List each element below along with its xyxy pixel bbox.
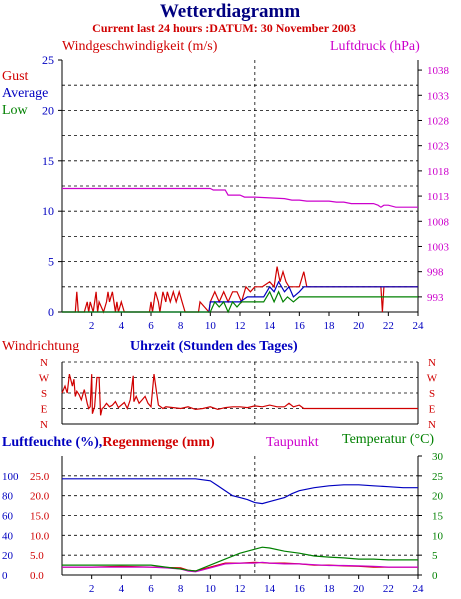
series-gust — [62, 266, 418, 314]
temperature-title: Temperatur (°C) — [342, 432, 434, 447]
wind-y-tick-label: 15 — [42, 154, 54, 168]
temperature-y-tick-label: 30 — [432, 451, 444, 463]
series-luftdruck — [62, 187, 418, 208]
pressure-y-tick-label: 1013 — [427, 191, 450, 203]
direction-tick-left: N — [40, 357, 48, 369]
humidity-x-tick-label: 8 — [178, 583, 184, 595]
temperature-y-tick-label: 20 — [432, 491, 444, 503]
wind-x-tick-label: 6 — [148, 320, 154, 332]
humidity-y-tick-label: 40 — [2, 530, 14, 542]
direction-tick-left: W — [39, 373, 50, 385]
legend-average: Average — [2, 86, 48, 101]
humidity-x-tick-label: 14 — [264, 583, 276, 595]
humidity-y-tick-label: 0 — [2, 570, 8, 582]
wind-x-tick-label: 12 — [235, 320, 246, 332]
wind-direction-title: Windrichtung — [2, 339, 79, 354]
humidity-y-tick-label: 100 — [2, 471, 19, 483]
wind-y-tick-label: 0 — [48, 305, 54, 319]
pressure-y-tick-label: 1023 — [427, 141, 450, 153]
wind-y-tick-label: 10 — [42, 204, 54, 218]
wind-x-tick-label: 14 — [264, 320, 276, 332]
legend-low: Low — [2, 103, 29, 118]
series-windrichtung — [61, 373, 418, 416]
page-subtitle: Current last 24 hours :DATUM: 30 Novembe… — [92, 21, 356, 35]
temperature-y-tick-label: 5 — [432, 550, 438, 562]
legend-gust: Gust — [2, 69, 29, 84]
page-title: Wetterdiagramm — [160, 1, 301, 22]
series-temperatur — [62, 546, 418, 572]
wind-x-tick-label: 24 — [413, 320, 425, 332]
wind-y-tick-label: 25 — [42, 53, 54, 67]
direction-tick-right: E — [429, 404, 436, 416]
direction-tick-right: N — [428, 357, 436, 369]
temperature-y-tick-label: 10 — [432, 530, 444, 542]
dewpoint-title: Taupunkt — [266, 435, 319, 450]
temperature-y-tick-label: 25 — [432, 471, 444, 483]
series-average — [62, 280, 418, 313]
wind-x-tick-label: 2 — [89, 320, 95, 332]
humidity-x-tick-label: 20 — [353, 583, 365, 595]
pressure-title: Luftdruck (hPa) — [330, 39, 420, 54]
pressure-y-tick-label: 993 — [427, 292, 444, 304]
rain-y-tick-label: 15.0 — [30, 511, 50, 523]
wind-x-tick-label: 4 — [119, 320, 125, 332]
rain-y-tick-label: 10.0 — [30, 530, 50, 542]
series-luftfeuchte — [62, 478, 418, 505]
wind-pressure-panel: 0510152025993998100310081013101810231028… — [42, 53, 450, 332]
rain-y-tick-label: 5.0 — [30, 550, 44, 562]
humidity-x-tick-label: 10 — [205, 583, 217, 595]
direction-tick-left: E — [41, 404, 48, 416]
humidity-x-tick-label: 22 — [383, 583, 394, 595]
wind-x-tick-label: 18 — [324, 320, 336, 332]
series-low — [62, 290, 418, 314]
humidity-x-tick-label: 6 — [148, 583, 154, 595]
pressure-y-tick-label: 1008 — [427, 216, 450, 228]
humidity-x-tick-label: 24 — [413, 583, 425, 595]
rain-y-tick-label: 25.0 — [30, 471, 50, 483]
rain-y-tick-label: 20.0 — [30, 491, 50, 503]
humidity-x-tick-label: 12 — [235, 583, 246, 595]
rain-y-tick-label: 0.0 — [30, 570, 44, 582]
pressure-y-tick-label: 1033 — [427, 90, 450, 102]
wind-y-tick-label: 20 — [42, 103, 54, 117]
humidity-y-tick-label: 60 — [2, 511, 14, 523]
humidity-x-tick-label: 2 — [89, 583, 95, 595]
direction-tick-left: N — [40, 419, 48, 431]
humidity-x-tick-label: 18 — [324, 583, 336, 595]
humidity-x-tick-label: 16 — [294, 583, 306, 595]
wind-x-tick-label: 20 — [353, 320, 365, 332]
direction-tick-right: S — [429, 388, 435, 400]
humidity-x-tick-label: 4 — [119, 583, 125, 595]
pressure-y-tick-label: 1038 — [427, 65, 450, 77]
direction-tick-right: W — [427, 373, 438, 385]
humidity-title: Luftfeuchte (%), — [2, 435, 102, 450]
pressure-y-tick-label: 998 — [427, 267, 444, 279]
time-axis-title: Uhrzeit (Stunden des Tages) — [130, 339, 298, 354]
wind-x-tick-label: 10 — [205, 320, 217, 332]
humidity-y-tick-label: 20 — [2, 550, 14, 562]
wind-x-tick-label: 16 — [294, 320, 306, 332]
humidity-y-tick-label: 80 — [2, 491, 14, 503]
pressure-y-tick-label: 1018 — [427, 166, 450, 178]
temperature-y-tick-label: 15 — [432, 511, 444, 523]
pressure-y-tick-label: 1003 — [427, 241, 450, 253]
direction-tick-right: N — [428, 419, 436, 431]
wind-x-tick-label: 8 — [178, 320, 184, 332]
wind-y-tick-label: 5 — [48, 255, 54, 269]
humidity-rain-title: Luftfeuchte (%),Regenmenge (mm) — [2, 435, 215, 450]
rain-title: Regenmenge (mm) — [102, 435, 215, 450]
series-taupunkt — [62, 561, 418, 573]
wind-x-tick-label: 22 — [383, 320, 394, 332]
humidity-temperature-panel: 0 20 40 60 80 100 0.0 5.0 10.0 15.0 20.0 25.0 0 5 10 15… — [2, 451, 444, 595]
wind-speed-title: Windgeschwindigkeit (m/s) — [62, 39, 218, 54]
wind-direction-panel: N NW WS SE EN N — [39, 357, 438, 431]
temperature-y-tick-label: 0 — [432, 570, 438, 582]
pressure-y-tick-label: 1028 — [427, 115, 450, 127]
direction-tick-left: S — [41, 388, 47, 400]
